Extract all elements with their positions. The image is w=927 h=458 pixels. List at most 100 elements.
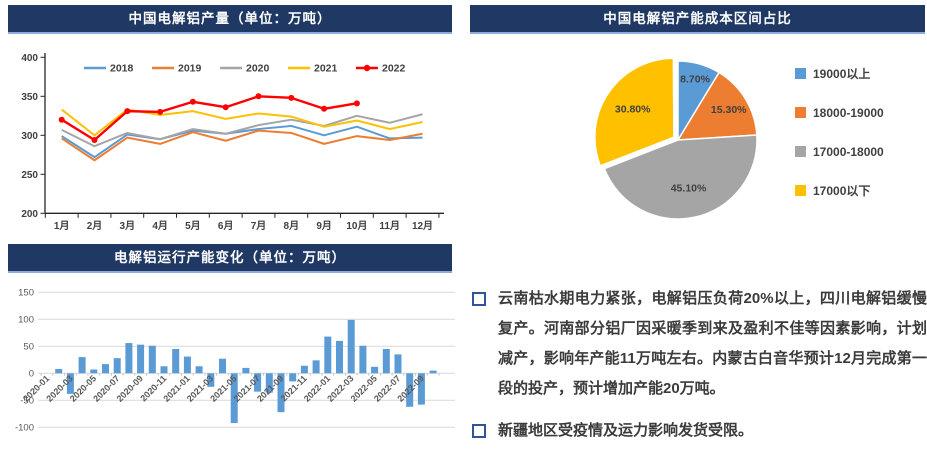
bar-2020-07: [113, 358, 121, 374]
data-point: [124, 108, 131, 115]
series-line-2018: [61, 124, 423, 159]
x-tick-label: 8月: [284, 220, 300, 232]
legend-swatch-icon: [795, 185, 806, 196]
notes-section: 云南枯水期电力紧张，电解铝压负荷20%以上，四川电解铝缓慢复产。河南部分铝厂因采…: [472, 284, 927, 458]
bar-2020-06: [102, 364, 109, 374]
bar-2022-03: [347, 319, 355, 374]
bar-2021-05: [230, 373, 238, 423]
y-tick-label: 100: [18, 315, 34, 326]
y-tick-label: 0: [29, 369, 34, 380]
bar-2022-04: [359, 345, 367, 374]
bar-2020-10: [148, 345, 156, 374]
bar-2021-01: [183, 356, 191, 374]
x-tick-label: 7月: [251, 220, 267, 232]
pie-legend-item: 19000以上: [795, 67, 884, 81]
data-point: [321, 105, 328, 112]
y-tick-label: 300: [21, 131, 38, 142]
series-line-2021: [61, 108, 423, 137]
capacity-chart-title: 电解铝运行产能变化（单位：万吨）: [8, 244, 452, 273]
pie-legend-item: 17000-18000: [795, 144, 884, 159]
bar-2022-08: [406, 373, 414, 407]
data-point: [288, 94, 295, 101]
x-tick-label: 4月: [152, 220, 168, 232]
bar-2020-02: [55, 368, 63, 374]
bar-2021-10: [289, 373, 297, 382]
pie-slice-18000-19000: [676, 71, 758, 141]
note-text: 新疆地区受疫情及运力影响发货受限。: [498, 422, 754, 439]
data-point: [91, 136, 98, 143]
y-tick-label: 200: [21, 209, 38, 220]
bar-2020-09: [137, 344, 145, 374]
bar-2021-06: [242, 367, 250, 374]
pie-slice-value: 45.10%: [671, 182, 707, 194]
legend-label: 2022: [382, 63, 406, 75]
bar-2020-03: [66, 373, 74, 394]
bar-2022-09: [417, 373, 425, 405]
bullet-square-icon: [472, 292, 486, 306]
y-tick-label: 250: [21, 170, 38, 181]
y-tick-label: -50: [20, 396, 34, 407]
y-tick-label: 50: [23, 342, 34, 353]
bar-2022-01: [324, 336, 332, 374]
bar-2022-06: [382, 349, 390, 374]
pie-slice-17000-18000: [603, 134, 758, 220]
series-line-2022: [61, 95, 358, 142]
y-tick-label: -100: [15, 423, 34, 434]
bar-2021-02: [195, 366, 203, 374]
data-point: [58, 116, 65, 123]
bar-2020-11: [160, 366, 168, 374]
pie-slice-value: 15.30%: [711, 104, 747, 116]
pie-slice-value: 30.80%: [615, 104, 651, 116]
x-tick-label: 1月: [54, 220, 70, 232]
series-line-2019: [61, 129, 423, 162]
bar-2022-05: [371, 366, 379, 374]
legend-label: 2020: [246, 63, 270, 75]
x-tick-label: 10月: [346, 220, 367, 232]
legend-label: 2019: [178, 63, 202, 75]
pie-legend-item: 18000-19000: [795, 106, 884, 120]
bar-2021-07: [254, 373, 262, 392]
legend-swatch-icon: [795, 146, 806, 157]
data-point: [353, 100, 360, 107]
production-line-chart: 400 350 300 250 200 1月 2月 3月 4月 5月 6月 7月 8月 9月 10月 11月 1…: [21, 53, 444, 232]
x-tick-label: 3月: [120, 220, 136, 232]
bar-2020-05: [90, 369, 98, 374]
x-tick-label: 5月: [185, 220, 201, 232]
series-line-2020: [61, 113, 423, 148]
production-chart-title: 中国电解铝产量（单位：万吨）: [8, 5, 452, 34]
bar-2022-07: [394, 354, 402, 374]
bar-2020-12: [172, 349, 180, 374]
cost-pie-title: 中国电解铝产能成本区间占比: [470, 5, 925, 34]
bullet-square-icon: [472, 424, 486, 438]
pie-legend: 19000以上 18000-19000 17000-18000 17000以下: [795, 67, 884, 223]
y-tick-label: 150: [18, 288, 34, 299]
legend-swatch-icon: [795, 107, 806, 118]
pie-legend-label: 17000-18000: [813, 144, 884, 159]
bar-2022-10: [429, 370, 437, 374]
pie-legend-item: 17000以下: [795, 184, 884, 198]
x-tick-label: 11月: [379, 220, 400, 232]
bar-2021-11: [300, 365, 308, 374]
cost-pie-chart: 8.70% 15.30% 45.10% 30.80%: [594, 57, 758, 220]
note-item: 云南枯水期电力紧张，电解铝压负荷20%以上，四川电解铝缓慢复产。河南部分铝厂因采…: [472, 284, 927, 404]
bar-2021-08: [265, 373, 273, 393]
pie-legend-label: 17000以下: [813, 184, 871, 198]
bar-2021-04: [219, 358, 226, 374]
legend-swatch-icon: [795, 68, 806, 79]
bar-2020-08: [125, 343, 133, 374]
data-point: [222, 104, 229, 111]
pie-legend-label: 19000以上: [813, 67, 871, 81]
bar-2021-12: [312, 360, 320, 374]
bar-2020-04: [78, 357, 86, 374]
y-tick-label: 350: [21, 92, 38, 103]
x-tick-label: 9月: [316, 220, 332, 232]
data-point: [189, 98, 196, 105]
note-text: 云南枯水期电力紧张，电解铝压负荷20%以上，四川电解铝缓慢复产。河南部分铝厂因采…: [498, 290, 927, 397]
note-item: 新疆地区受疫情及运力影响发货受限。: [472, 416, 927, 446]
x-tick-label: 12月: [412, 220, 433, 232]
pie-slice-value: 8.70%: [680, 74, 710, 86]
bar-2022-02: [336, 340, 343, 374]
bar-2021-03: [207, 373, 215, 387]
legend-label: 2021: [314, 63, 338, 75]
pie-slice-17000以下: [594, 57, 675, 167]
